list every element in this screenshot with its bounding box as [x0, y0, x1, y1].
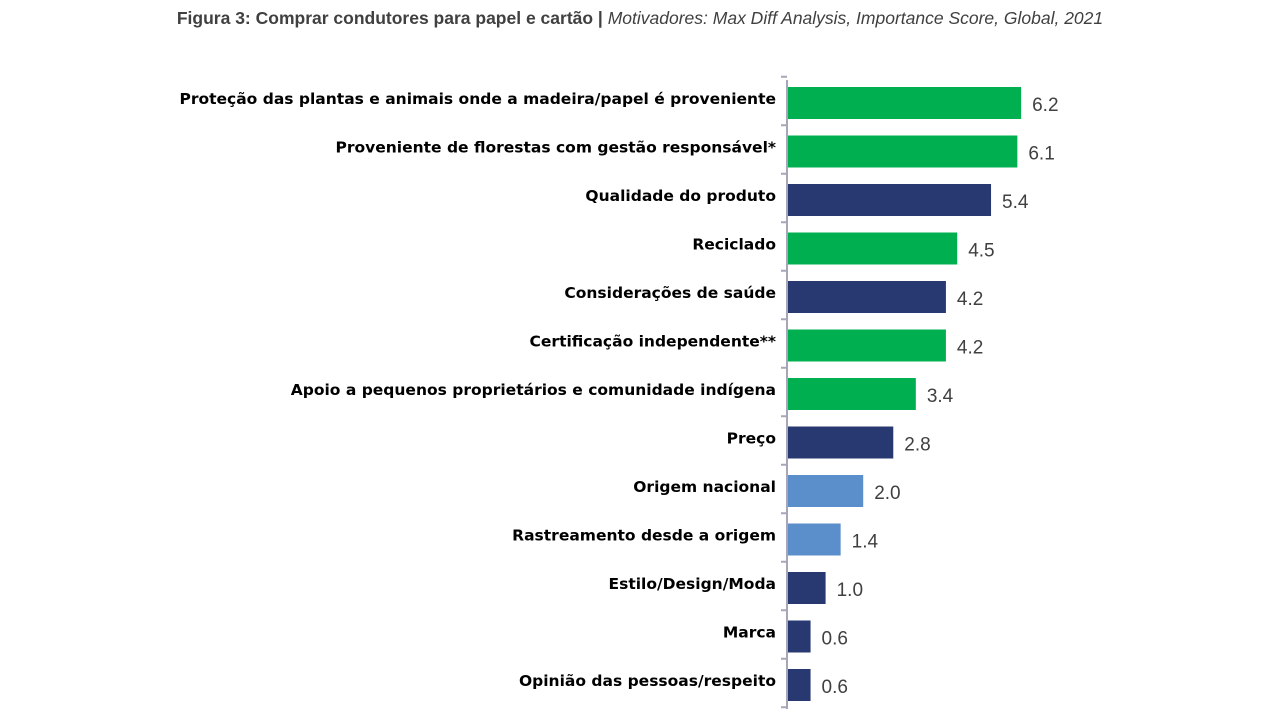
data-label: 0.6	[822, 629, 848, 650]
data-label: 6.1	[1028, 144, 1054, 165]
category-label: Origem nacional	[633, 478, 776, 496]
category-label: Qualidade do produto	[585, 187, 776, 205]
chart-title: Figura 3: Comprar condutores para papel …	[0, 8, 1280, 29]
data-label: 1.4	[852, 532, 879, 553]
data-label: 3.4	[927, 386, 954, 407]
data-label: 6.2	[1032, 95, 1058, 116]
bar	[788, 378, 916, 410]
category-label: Reciclado	[692, 236, 776, 254]
category-label: Opinião das pessoas/respeito	[519, 672, 776, 690]
category-label: Preço	[727, 430, 776, 448]
category-label: Certificação independente**	[530, 333, 776, 351]
bar	[788, 135, 1018, 168]
bar	[788, 572, 826, 604]
bar	[788, 426, 894, 459]
bar	[788, 232, 958, 265]
bar	[788, 669, 811, 701]
category-label: Considerações de saúde	[564, 284, 776, 302]
bar	[788, 87, 1022, 119]
data-label: 4.5	[968, 241, 994, 262]
bar	[788, 281, 946, 313]
bar	[788, 329, 946, 362]
data-label: 2.0	[874, 483, 900, 504]
bar	[788, 475, 864, 507]
category-label: Proveniente de florestas com gestão resp…	[335, 139, 776, 157]
data-label: 0.6	[822, 677, 848, 698]
bar	[788, 184, 992, 216]
category-label: Marca	[723, 624, 776, 642]
category-label: Rastreamento desde a origem	[512, 527, 776, 545]
data-label: 4.2	[957, 338, 983, 359]
bar	[788, 620, 811, 653]
bar	[788, 523, 841, 556]
data-label: 2.8	[904, 435, 930, 456]
data-label: 4.2	[957, 289, 983, 310]
title-main: Figura 3: Comprar condutores para papel …	[176, 8, 603, 28]
category-label: Apoio a pequenos proprietários e comunid…	[291, 381, 776, 399]
data-label: 5.4	[1002, 192, 1029, 213]
title-subtitle: Motivadores: Max Diff Analysis, Importan…	[607, 8, 1104, 28]
category-label: Estilo/Design/Moda	[609, 575, 777, 593]
data-label: 1.0	[837, 580, 863, 601]
category-label: Proteção das plantas e animais onde a ma…	[179, 90, 776, 108]
